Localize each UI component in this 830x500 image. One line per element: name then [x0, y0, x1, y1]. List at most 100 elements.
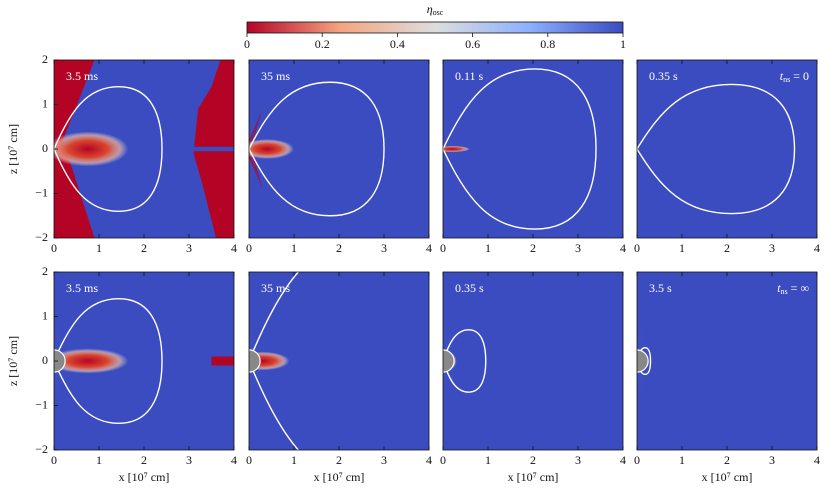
x-axis-label: x [10⁷ cm] — [702, 470, 753, 484]
neutron-star — [443, 349, 455, 373]
neutron-star — [249, 349, 261, 373]
x-tick-label: 2 — [530, 241, 536, 255]
heatmap — [54, 272, 234, 450]
x-tick-label: 3 — [381, 241, 387, 255]
x-tick-label: 3 — [381, 453, 387, 467]
y-tick-label: 1 — [42, 308, 48, 322]
x-tick-label: 3 — [186, 453, 192, 467]
panel: 0 1 2 3 4 x [10⁷ cm] 0.35 s — [440, 271, 626, 484]
contour — [443, 68, 597, 230]
x-tick-label: 2 — [141, 453, 147, 467]
y-tick-label: −2 — [35, 230, 48, 244]
panel-time: 0.35 s — [649, 69, 678, 83]
x-tick-label: 4 — [426, 241, 432, 255]
contour — [443, 329, 487, 393]
heatmap-blob — [249, 351, 290, 371]
x-axis-label: x [10⁷ cm] — [314, 470, 365, 484]
panel: 0 1 2 3 4 0.11 s — [440, 59, 626, 255]
panel: 0 1 2 3 4 −2 −1 0 1 2 z [10⁷ cm] x [10⁷ cm] 3.5 ms — [6, 264, 237, 484]
heatmap — [637, 272, 817, 450]
panel: 0 1 2 3 4 −2 −1 0 1 2 z [10⁷ cm] 3.5 ms — [6, 52, 237, 255]
colorbar-tick-label: 0.8 — [540, 37, 555, 51]
contour — [637, 83, 796, 215]
panel: 0 1 2 3 4 x [10⁷ cm] 3.5 s tns = ∞ — [634, 271, 820, 484]
x-tick-label: 2 — [724, 453, 730, 467]
contour — [637, 346, 652, 376]
neutron-star — [637, 349, 649, 373]
x-tick-label: 4 — [814, 453, 820, 467]
x-tick-label: 1 — [291, 453, 297, 467]
panel-time: 3.5 ms — [66, 69, 98, 83]
heatmap — [249, 60, 429, 238]
y-tick-label: 2 — [42, 264, 48, 278]
x-tick-label: 2 — [530, 453, 536, 467]
x-tick-label: 3 — [769, 241, 775, 255]
heatmap-glow — [443, 280, 578, 442]
neutron-star — [54, 349, 66, 373]
panel-time: 3.5 s — [649, 281, 672, 295]
heatmap — [54, 60, 234, 238]
contour — [249, 81, 385, 217]
x-tick-label: 2 — [141, 241, 147, 255]
panel-time: 0.11 s — [455, 69, 484, 83]
panel-time: 3.5 ms — [66, 281, 98, 295]
contour — [54, 297, 163, 425]
x-axis-label: x [10⁷ cm] — [119, 470, 170, 484]
x-tick-label: 2 — [336, 241, 342, 255]
heatmap — [443, 60, 623, 238]
heatmap — [637, 60, 817, 238]
x-tick-label: 2 — [336, 453, 342, 467]
x-tick-label: 0 — [246, 453, 252, 467]
panel-annotation: tns = 0 — [780, 69, 809, 84]
x-tick-label: 0 — [246, 241, 252, 255]
x-tick-label: 1 — [485, 453, 491, 467]
x-tick-label: 0 — [440, 453, 446, 467]
heatmap — [249, 272, 429, 450]
heatmap-glow — [249, 280, 384, 442]
x-tick-label: 0 — [634, 241, 640, 255]
heatmap-region — [54, 60, 95, 238]
heatmap-blob — [54, 131, 129, 167]
contour — [54, 85, 163, 213]
x-tick-label: 0 — [51, 453, 57, 467]
y-tick-label: −1 — [35, 185, 48, 199]
x-tick-label: 0 — [634, 453, 640, 467]
colorbar-tick-label: 0.6 — [465, 37, 480, 51]
heatmap-blob — [443, 145, 470, 153]
x-tick-label: 1 — [291, 241, 297, 255]
x-tick-label: 4 — [426, 453, 432, 467]
heatmap-glow — [249, 68, 384, 230]
heatmap-region — [193, 146, 234, 152]
panel: 0 1 2 3 4 35 ms — [246, 59, 432, 255]
x-tick-label: 1 — [485, 241, 491, 255]
heatmap-glow — [443, 68, 578, 230]
x-tick-label: 3 — [769, 453, 775, 467]
colorbar-tick-label: 0.4 — [390, 37, 405, 51]
x-tick-label: 4 — [814, 241, 820, 255]
panel: 0 1 2 3 4 x [10⁷ cm] 35 ms — [246, 271, 432, 484]
x-axis-label: x [10⁷ cm] — [508, 470, 559, 484]
y-tick-label: 1 — [42, 96, 48, 110]
heatmap — [443, 272, 623, 450]
y-tick-label: 2 — [42, 52, 48, 66]
colorbar-tick-label: 0 — [244, 37, 250, 51]
x-tick-label: 3 — [575, 453, 581, 467]
panel-time: 35 ms — [261, 69, 290, 83]
x-tick-label: 4 — [620, 241, 626, 255]
y-tick-label: 0 — [42, 141, 48, 155]
x-tick-label: 4 — [231, 453, 237, 467]
colorbar — [246, 21, 624, 34]
y-axis-label: z [10⁷ cm] — [6, 336, 20, 386]
panel-time: 35 ms — [261, 281, 290, 295]
x-tick-label: 1 — [96, 453, 102, 467]
x-tick-label: 0 — [51, 241, 57, 255]
x-tick-label: 4 — [231, 241, 237, 255]
x-tick-label: 1 — [96, 241, 102, 255]
x-tick-label: 3 — [575, 241, 581, 255]
x-tick-label: 4 — [620, 453, 626, 467]
heatmap-glow — [637, 143, 691, 155]
panel-annotation: tns = ∞ — [777, 281, 809, 296]
x-tick-label: 1 — [679, 241, 685, 255]
x-tick-label: 1 — [679, 453, 685, 467]
